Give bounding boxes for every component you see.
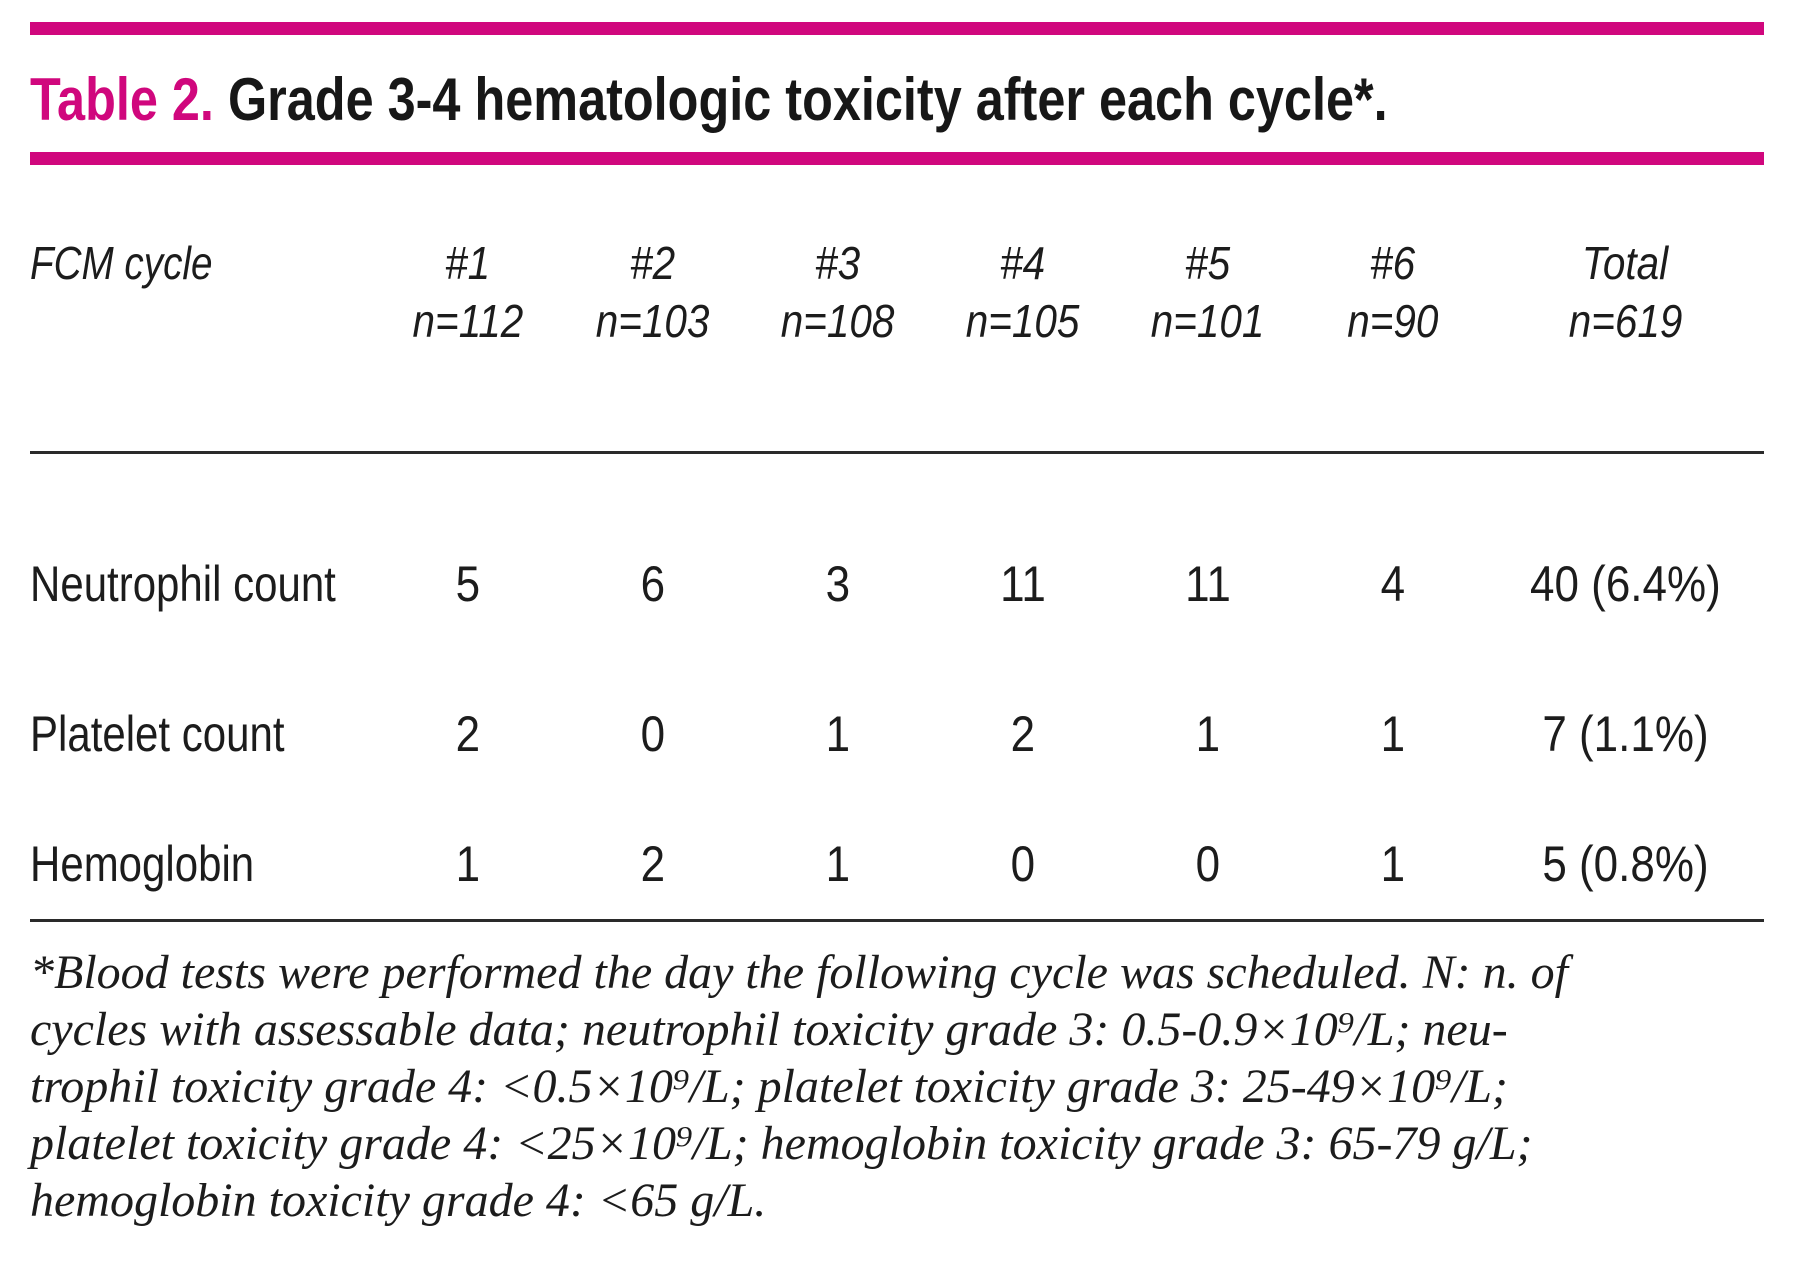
neutrophil-total: 40 (6.4%)	[1530, 556, 1721, 612]
header-divider-rule	[30, 451, 1764, 454]
table-row: Hemoglobin 1 2 1 0 0 1 5 (0.8%)	[30, 809, 1766, 919]
neutrophil-c2: 6	[640, 556, 665, 612]
platelet-c1: 2	[455, 706, 480, 762]
footnote-line: platelet toxicity grade 4: <25×10⁹/L; he…	[30, 1117, 1533, 1170]
hemoglobin-c1: 1	[455, 836, 480, 892]
platelet-c5: 1	[1195, 706, 1220, 762]
neutrophil-c1: 5	[455, 556, 480, 612]
platelet-total: 7 (1.1%)	[1542, 706, 1709, 762]
neutrophil-c5: 11	[1184, 556, 1231, 612]
table-title: Table 2. Grade 3-4 hematologic toxicity …	[30, 68, 1800, 132]
header-cycle-1: #1 n=112	[412, 237, 523, 347]
row-label-platelet: Platelet count	[30, 706, 285, 762]
header-fcm-cycle: FCM cycle	[30, 237, 213, 289]
platelet-c4: 2	[1010, 706, 1035, 762]
title-magenta-rule	[30, 152, 1764, 165]
table-title-text: Grade 3-4 hematologic toxicity after eac…	[227, 66, 1388, 133]
footnote-line: trophil toxicity grade 4: <0.5×10⁹/L; pl…	[30, 1060, 1508, 1113]
table-row: Platelet count 2 0 1 2 1 1 7 (1.1%)	[30, 659, 1766, 809]
platelet-c6: 1	[1380, 706, 1405, 762]
hemoglobin-c5: 0	[1195, 836, 1220, 892]
header-cycle-3: #3 n=108	[780, 237, 895, 347]
footer-divider-rule	[30, 919, 1764, 922]
hemoglobin-c3: 1	[825, 836, 850, 892]
top-magenta-rule	[30, 22, 1764, 35]
hemoglobin-c4: 0	[1010, 836, 1035, 892]
header-cycle-4: #4 n=105	[965, 237, 1080, 347]
neutrophil-c3: 3	[825, 556, 850, 612]
hemoglobin-total: 5 (0.8%)	[1542, 836, 1709, 892]
header-cycle-6: #6 n=90	[1346, 237, 1439, 347]
header-cycle-5: #5 n=101	[1150, 237, 1265, 347]
table-title-label: Table 2.	[30, 66, 214, 133]
header-total: Total n=619	[1568, 237, 1683, 347]
platelet-c2: 0	[640, 706, 665, 762]
neutrophil-c4: 11	[999, 556, 1046, 612]
footnote-line: hemoglobin toxicity grade 4: <65 g/L.	[30, 1174, 767, 1227]
footnote-line: cycles with assessable data; neutrophil …	[30, 1003, 1508, 1056]
row-label-hemoglobin: Hemoglobin	[30, 836, 255, 892]
platelet-c3: 1	[825, 706, 850, 762]
row-label-neutrophil: Neutrophil count	[30, 556, 336, 612]
footnote-line: *Blood tests were performed the day the …	[30, 946, 1568, 999]
table-footnote: *Blood tests were performed the day the …	[30, 944, 1770, 1229]
neutrophil-c6: 4	[1380, 556, 1405, 612]
table-row: Neutrophil count 5 6 3 11 11 4 40 (6.4%)	[30, 509, 1766, 659]
table-header-row: FCM cycle #1 n=112 #2 n=103 #3 n=108 #4 …	[30, 235, 1766, 351]
hemoglobin-c6: 1	[1380, 836, 1405, 892]
header-cycle-2: #2 n=103	[595, 237, 710, 347]
hemoglobin-c2: 2	[640, 836, 665, 892]
